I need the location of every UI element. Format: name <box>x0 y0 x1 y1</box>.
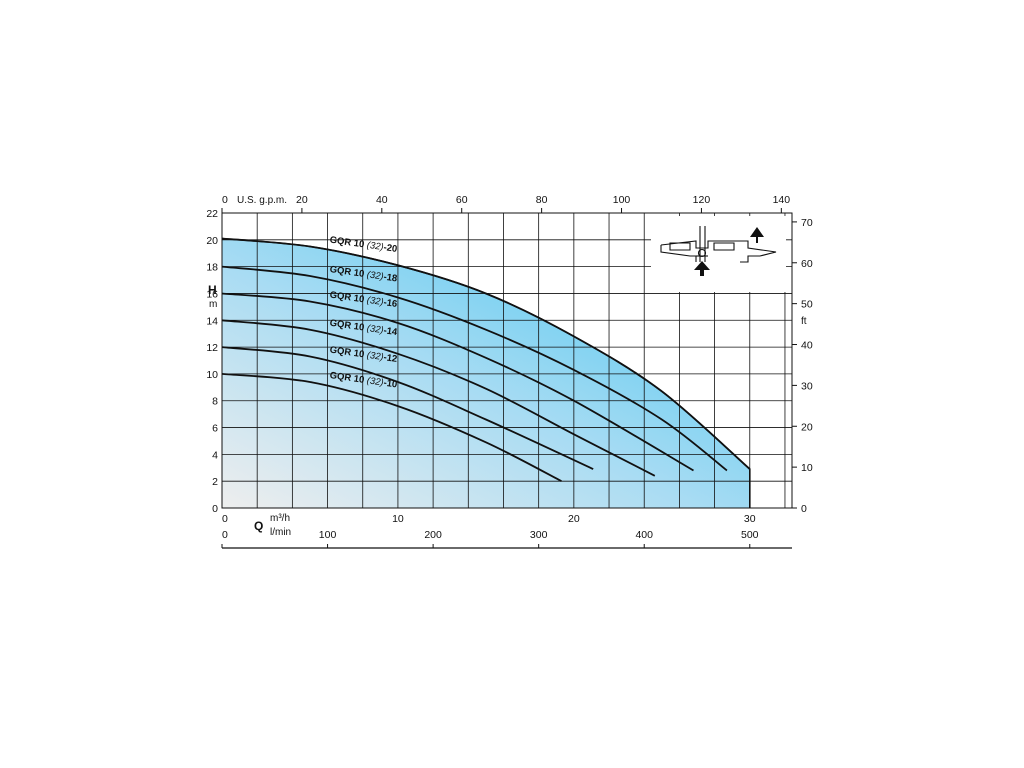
arrow-up-inlet-icon <box>694 261 710 276</box>
curve-label: GQR 10 (32)-20 <box>329 235 398 255</box>
curve-gqr-10-32-12 <box>221 346 594 470</box>
tick-label-x-lmin: 300 <box>530 529 548 541</box>
x-axis-unit-m3h: m³/h <box>270 513 290 524</box>
tick-label-x-top: 100 <box>613 194 631 206</box>
tick-label-y2: 0 <box>801 503 807 515</box>
x-axis-name: Q <box>254 519 263 533</box>
tick-label-y: 18 <box>206 262 218 274</box>
axis-titles: H m ft U.S. g.p.m. Q m³/h l/min <box>208 195 807 538</box>
tick-label-x-lmin: 0 <box>222 529 228 541</box>
tick-label-x: 0 <box>222 513 228 525</box>
x-top-axis-unit: U.S. g.p.m. <box>237 195 287 206</box>
tick-label-x-top: 120 <box>693 194 711 206</box>
axis-ticks: 0 2 4 6 8 10 12 14 16 18 20 22 0 10 20 30 40 50 60 70 0 20 40 6… <box>206 194 813 549</box>
curve-label: GQR 10 (32)-10 <box>329 370 398 390</box>
curve-label: GQR 10 (32)-18 <box>329 264 398 284</box>
tick-label-y: 8 <box>212 396 218 408</box>
operating-range-area <box>222 238 750 508</box>
tick-label-y: 0 <box>212 503 218 515</box>
tick-label-y: 10 <box>206 369 218 381</box>
y-axis-name: H <box>208 283 217 297</box>
curve-labels: GQR 10 (32)-10 GQR 10 (32)-12 GQR 10 (32)-… <box>329 235 399 391</box>
tick-label-x-top: 20 <box>296 194 308 206</box>
arrow-up-outlet-icon <box>750 227 764 243</box>
tick-label-x-top: 140 <box>773 194 791 206</box>
tick-label-x-top: 80 <box>536 194 548 206</box>
curve-label: GQR 10 (32)-14 <box>329 318 399 338</box>
tick-label-y: 20 <box>206 235 218 247</box>
y2-axis-unit: ft <box>801 316 807 327</box>
tick-label-y2: 20 <box>801 421 813 433</box>
tick-label-x-lmin: 500 <box>741 529 759 541</box>
tick-label-x-lmin: 400 <box>635 529 653 541</box>
tick-label-y: 6 <box>212 423 218 435</box>
curve-gqr-10-32-18 <box>221 265 728 472</box>
curve-gqr-10-32-10 <box>221 373 562 482</box>
tick-label-x: 30 <box>744 513 756 525</box>
curve-gqr-10-32-16 <box>221 292 694 472</box>
curve-gqr-10-32-20 <box>221 237 751 470</box>
tick-label-x: 10 <box>392 513 404 525</box>
tick-label-y: 14 <box>206 315 218 327</box>
pump-cross-section-icon <box>660 226 777 263</box>
tick-label-y: 22 <box>206 208 218 220</box>
tick-label-y: 4 <box>212 449 218 461</box>
tick-label-x-top: 0 <box>222 194 228 206</box>
curve-label: GQR 10 (32)-12 <box>329 345 398 365</box>
tick-label-x: 20 <box>568 513 580 525</box>
curve-gqr-10-32-14 <box>221 319 656 477</box>
curve-label: GQR 10 (32)-16 <box>329 290 398 310</box>
tick-label-y: 2 <box>212 476 218 488</box>
tick-label-y2: 50 <box>801 299 813 311</box>
tick-label-y2: 40 <box>801 340 813 352</box>
tick-label-x-top: 40 <box>376 194 388 206</box>
tick-label-x-lmin: 100 <box>319 529 337 541</box>
tick-label-y2: 70 <box>801 217 813 229</box>
performance-curves <box>221 237 751 482</box>
tick-label-y2: 10 <box>801 462 813 474</box>
x-axis-unit-lmin: l/min <box>270 527 291 538</box>
tick-label-y2: 60 <box>801 258 813 270</box>
y-axis-unit: m <box>209 299 217 310</box>
tick-label-y2: 30 <box>801 380 813 392</box>
tick-label-x-top: 60 <box>456 194 468 206</box>
tick-label-y: 12 <box>206 342 218 354</box>
pump-diagram-inset <box>651 216 786 292</box>
plot-frame <box>221 212 793 509</box>
tick-label-y: 16 <box>206 288 218 300</box>
tick-label-x-lmin: 200 <box>424 529 442 541</box>
